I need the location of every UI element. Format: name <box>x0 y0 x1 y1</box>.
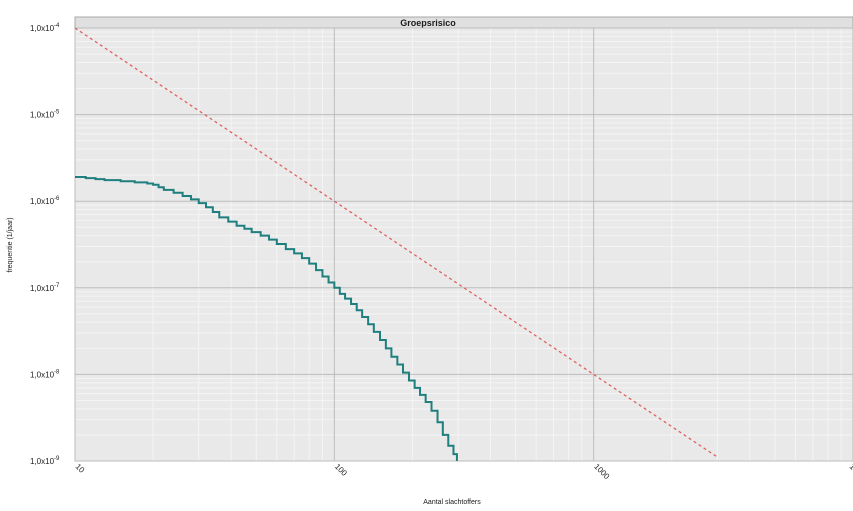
x-tick-labels: 10 100 1000 1 <box>74 462 853 481</box>
series-dashed-line <box>74 27 718 458</box>
x-tick-label: 100 <box>333 462 349 478</box>
x-tick-label: 10 <box>74 462 87 475</box>
y-tick-label: 1,0x10-5 <box>30 110 60 120</box>
x-axis-label: Aantal slachtoffers <box>423 499 481 506</box>
plot-area <box>74 27 853 462</box>
y-tick-labels: 1,0x10-4 1,0x10-5 1,0x10-6 1,0x10-7 1,0x10-8… <box>30 23 60 466</box>
y-tick-label: 1,0x10-7 <box>30 283 60 293</box>
chart-title: Groepsrisico <box>400 18 456 28</box>
x-tick-label: 1 <box>848 462 853 472</box>
y-tick-label: 1,0x10-9 <box>30 456 60 466</box>
series-step-line <box>75 176 458 461</box>
major-grid <box>74 27 853 462</box>
y-tick-label: 1,0x10-6 <box>30 196 60 206</box>
title-bar <box>74 16 853 29</box>
y-tick-label: 1,0x10-8 <box>30 369 60 379</box>
y-tick-label: 1,0x10-4 <box>30 23 60 33</box>
minor-grid <box>75 28 853 461</box>
series-layer <box>74 27 718 461</box>
y-axis-label: frequentie (1/jaar) <box>7 217 14 272</box>
x-tick-label: 1000 <box>592 462 611 481</box>
